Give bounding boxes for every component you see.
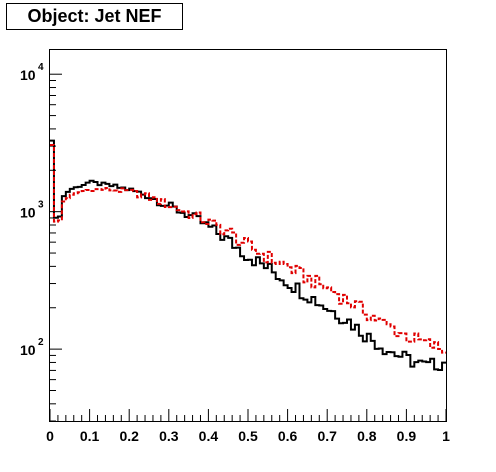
x-tick-label: 0 [46,428,54,444]
y-tick-exponent: 2 [38,337,44,348]
plot-frame [49,49,447,422]
x-tick-label: 0.1 [80,428,100,444]
x-tick-label: 0.2 [119,428,139,444]
x-tick-label: 0.3 [159,428,179,444]
y-tick-label: 10 [20,67,36,83]
histogram-series-1 [50,139,446,371]
y-tick-exponent: 4 [38,62,44,73]
y-tick-exponent: 3 [38,200,44,211]
x-tick-label: 0.5 [238,428,258,444]
y-tick-label: 10 [20,205,36,221]
histogram-series-2 [50,143,446,354]
y-tick-label: 10 [20,342,36,358]
chart-title-box: Object: Jet NEF [6,3,183,30]
x-tick-label: 0.6 [278,428,298,444]
x-tick-label: 0.9 [397,428,417,444]
x-tick-label: 0.8 [357,428,377,444]
x-tick-label: 1 [442,428,450,444]
x-tick-label: 0.4 [199,428,219,444]
x-tick-label: 0.7 [317,428,337,444]
chart-title: Object: Jet NEF [27,6,162,26]
